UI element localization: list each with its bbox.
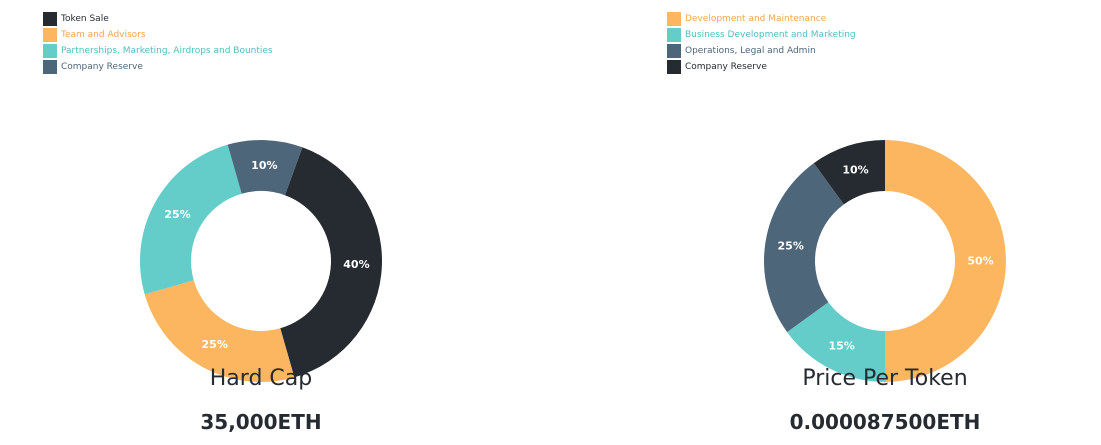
slice-label: 25% bbox=[164, 208, 190, 221]
legend-swatch bbox=[667, 44, 681, 58]
legend-item-business-development-and-marketing[interactable]: Business Development and Marketing bbox=[667, 27, 856, 43]
slice-operations-legal-and-admin[interactable] bbox=[764, 163, 844, 333]
legend-item-token-sale[interactable]: Token Sale bbox=[43, 11, 273, 27]
donut-chart: 40% 25% 25% 10% bbox=[140, 140, 382, 382]
donut-chart: 50% 15% 25% 10% bbox=[764, 140, 1006, 382]
slice-team-and-advisors[interactable] bbox=[144, 280, 295, 382]
legend-label: Team and Advisors bbox=[61, 30, 146, 40]
legend-label: Development and Maintenance bbox=[685, 14, 827, 24]
legend-label: Token Sale bbox=[61, 14, 109, 24]
legend-item-development-and-maintenance[interactable]: Development and Maintenance bbox=[667, 11, 856, 27]
slice-label: 25% bbox=[202, 338, 228, 351]
slice-token-sale[interactable] bbox=[280, 147, 382, 378]
legend-swatch bbox=[667, 12, 681, 26]
slice-label: 40% bbox=[343, 258, 369, 271]
slice-label: 10% bbox=[251, 159, 277, 172]
legend-item-company-reserve[interactable]: Company Reserve bbox=[43, 59, 273, 75]
legend-item-partnerships-marketing-airdrops-and-bounties[interactable]: Partnerships, Marketing, Airdrops and Bo… bbox=[43, 43, 273, 59]
slice-company-reserve[interactable] bbox=[227, 140, 303, 196]
hard-cap-title: Hard Cap bbox=[209, 366, 313, 391]
legend-swatch bbox=[43, 60, 57, 74]
legend-label: Company Reserve bbox=[685, 62, 767, 72]
legend-label: Operations, Legal and Admin bbox=[685, 46, 816, 56]
legend: Token Sale Team and Advisors Partnerships,… bbox=[43, 11, 273, 75]
legend-label: Partnerships, Marketing, Airdrops and Bo… bbox=[61, 46, 273, 56]
legend-item-team-and-advisors[interactable]: Team and Advisors bbox=[43, 27, 273, 43]
fund-allocation-panel: Development and Maintenance Business Deve… bbox=[624, 0, 1101, 445]
slice-business-development-and-marketing[interactable] bbox=[787, 302, 885, 382]
slice-development-and-maintenance[interactable] bbox=[885, 140, 1006, 382]
token-distribution-panel: Token Sale Team and Advisors Partnerships,… bbox=[0, 0, 520, 445]
slice-label: 15% bbox=[828, 340, 854, 353]
slice-label: 50% bbox=[967, 255, 993, 268]
legend-item-company-reserve[interactable]: Company Reserve bbox=[667, 59, 856, 75]
price-per-token-title: Price Per Token bbox=[802, 366, 968, 391]
slice-partnerships-marketing-airdrops-and-bounties[interactable] bbox=[140, 144, 242, 295]
hard-cap-value: 35,000ETH bbox=[200, 410, 322, 434]
legend-swatch bbox=[43, 44, 57, 58]
slice-label: 25% bbox=[778, 240, 804, 253]
slice-company-reserve[interactable] bbox=[813, 140, 885, 205]
legend-swatch bbox=[43, 28, 57, 42]
legend-label: Business Development and Marketing bbox=[685, 30, 856, 40]
slice-label: 10% bbox=[842, 164, 868, 177]
legend-swatch bbox=[667, 28, 681, 42]
legend: Development and Maintenance Business Deve… bbox=[667, 11, 856, 75]
legend-label: Company Reserve bbox=[61, 62, 143, 72]
legend-swatch bbox=[667, 60, 681, 74]
legend-swatch bbox=[43, 12, 57, 26]
legend-item-operations-legal-and-admin[interactable]: Operations, Legal and Admin bbox=[667, 43, 856, 59]
price-per-token-value: 0.000087500ETH bbox=[789, 410, 981, 434]
